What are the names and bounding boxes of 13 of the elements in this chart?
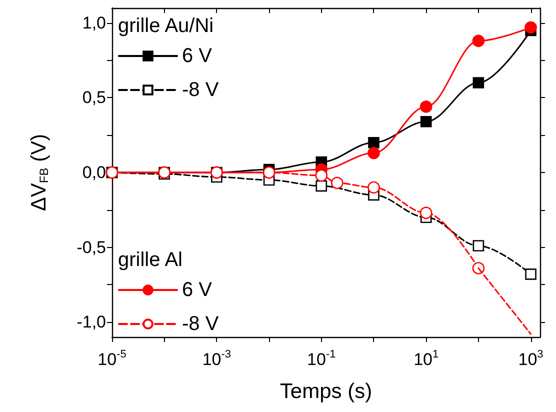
legend-label: 6 V xyxy=(182,279,213,301)
legend-label: -8 V xyxy=(182,79,220,101)
y-axis-title: ΔVFB (V) xyxy=(28,134,51,212)
y-tick-label: -0,5 xyxy=(76,238,106,257)
y-tick-label: 0,5 xyxy=(82,88,106,108)
annotation: grille Al xyxy=(118,249,182,271)
y-tick-label: 1,0 xyxy=(82,13,106,32)
y-tick-label: -1,0 xyxy=(76,312,106,332)
x-axis-title: Temps (s) xyxy=(280,380,372,403)
annotation: grille Au/Ni xyxy=(118,15,214,37)
y-tick-label: 0,0 xyxy=(82,163,106,182)
legend-label: 6 V xyxy=(182,45,213,67)
legend-label: -8 V xyxy=(182,313,220,335)
